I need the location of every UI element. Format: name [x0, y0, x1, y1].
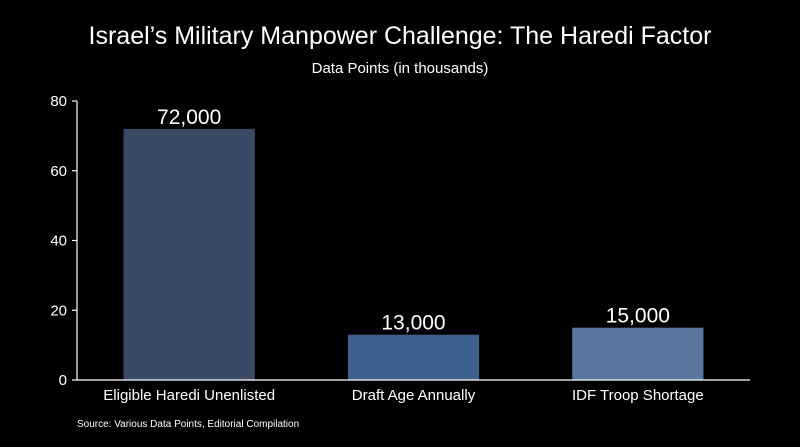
chart-title: Israel’s Military Manpower Challenge: Th… [88, 22, 712, 50]
data-label-3: 15,000 [606, 305, 670, 328]
category-label-2: Draft Age Annually [352, 387, 476, 404]
y-tick-label-1: 0 [59, 372, 67, 389]
bar-3 [572, 327, 704, 380]
category-label-1: Eligible Haredi Unenlisted [103, 387, 275, 404]
data-label-1: 72,000 [157, 106, 221, 129]
category-label-3: IDF Troop Shortage [572, 387, 704, 404]
source-note: Source: Various Data Points, Editorial C… [77, 419, 300, 430]
data-label-2: 13,000 [381, 312, 445, 335]
y-tick-label-4: 60 [50, 163, 67, 180]
bar-1 [123, 128, 255, 380]
y-tick-label-3: 40 [50, 233, 67, 250]
y-tick-label-2: 20 [50, 302, 67, 319]
y-tick-label-5: 80 [50, 93, 67, 110]
chart-subtitle: Data Points (in thousands) [311, 60, 489, 77]
bar-2 [347, 334, 480, 380]
